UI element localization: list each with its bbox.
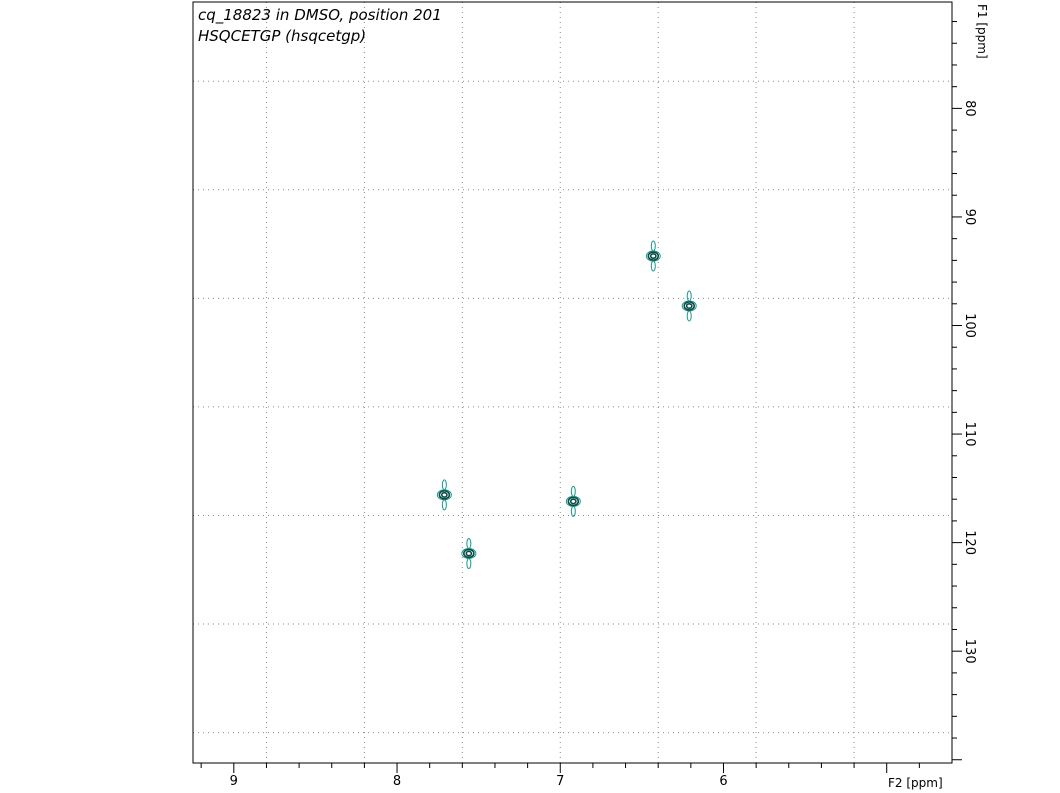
y-tick-label: 110	[962, 422, 977, 447]
x-tick-label: 6	[719, 774, 727, 789]
spectrum-title-line-2: HSQCETGP (hsqcetgp)	[198, 27, 367, 45]
x-tick-label: 8	[393, 774, 401, 789]
spectrum-title-line-1: cq_18823 in DMSO, position 201	[198, 6, 442, 24]
y-axis-label: F1 [ppm]	[975, 4, 989, 59]
x-axis-label: F2 [ppm]	[888, 776, 943, 790]
y-tick-label: 100	[962, 313, 977, 338]
cross-peak	[436, 479, 452, 511]
x-axis: 9 8 7 6	[200, 763, 920, 789]
cross-peak	[681, 290, 697, 322]
x-tick-label: 7	[556, 774, 564, 789]
y-tick-label: 120	[962, 530, 977, 555]
cross-peak	[565, 485, 581, 517]
x-tick-label: 9	[230, 774, 238, 789]
y-tick-label: 130	[962, 639, 977, 664]
cross-peak	[461, 537, 477, 569]
cross-peak	[645, 240, 661, 272]
y-tick-label: 80	[962, 100, 977, 117]
y-axis: 80 90 100 110 120 130	[952, 21, 977, 761]
cross-peaks	[436, 240, 697, 569]
y-tick-label: 90	[962, 209, 977, 226]
grid-lines	[193, 2, 952, 763]
plot-frame	[192, 1, 953, 764]
